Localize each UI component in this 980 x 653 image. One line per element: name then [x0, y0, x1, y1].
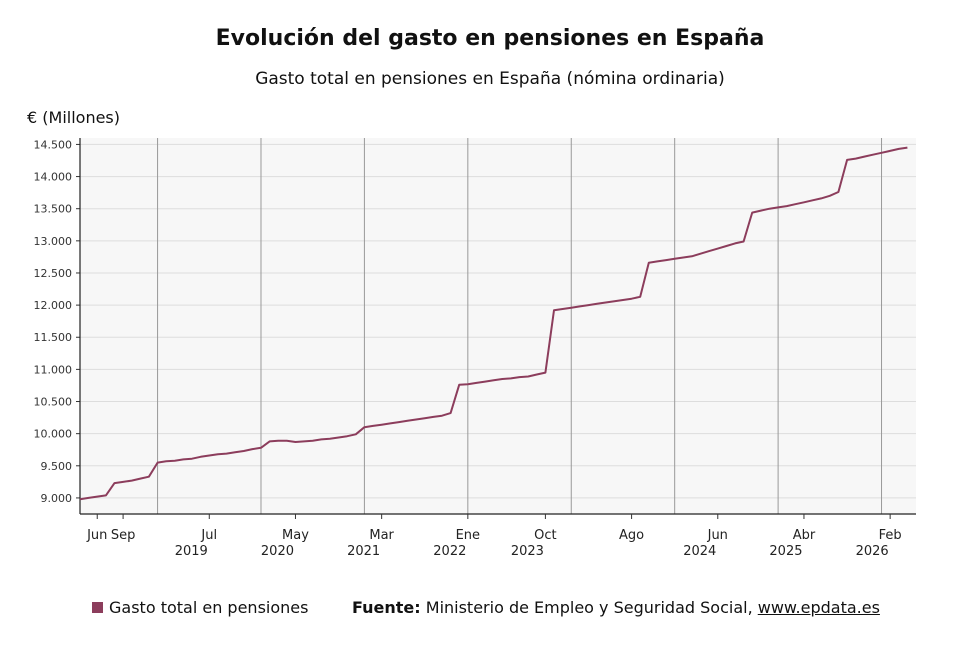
x-year-label: 2026	[856, 544, 889, 559]
y-tick-label: 11.000	[34, 363, 73, 376]
chart-title: Evolución del gasto en pensiones en Espa…	[215, 26, 765, 51]
series-line	[79, 146, 908, 501]
legend-label: Gasto total en pensiones	[109, 598, 309, 617]
line-chart: 9.000 9.500 10.000 10.500 11.000 11.500 12.000…	[34, 138, 916, 559]
x-tick-label: Mar	[369, 528, 394, 543]
y-tick-label: 14.500	[34, 138, 73, 151]
x-tick-label: Feb	[879, 528, 902, 543]
y-tick-label: 12.500	[34, 267, 73, 280]
x-tick-label: Ago	[619, 528, 644, 543]
source-link[interactable]: www.epdata.es	[757, 598, 880, 617]
y-tick-label: 10.000	[34, 428, 73, 441]
x-year-label: 2022	[433, 544, 466, 559]
y-tick-label: 13.500	[34, 203, 73, 216]
x-tick-label: Jul	[200, 528, 217, 543]
y-tick-label: 13.000	[34, 235, 73, 248]
source-text: Ministerio de Empleo y Seguridad Social,	[420, 598, 758, 617]
plot-area	[80, 138, 916, 514]
x-tick-label: Sep	[111, 528, 136, 543]
x-tick-label: Jun	[86, 528, 107, 543]
y-tick-label: 10.500	[34, 396, 73, 409]
x-year-label: 2020	[261, 544, 294, 559]
legend: Gasto total en pensiones	[92, 598, 308, 617]
x-year-label: 2025	[769, 544, 802, 559]
chart-subtitle: Gasto total en pensiones en España (nómi…	[255, 69, 725, 89]
y-tick-label: 9.500	[41, 460, 73, 473]
y-tick-label: 11.500	[34, 331, 73, 344]
x-tick-label: Jun	[707, 528, 728, 543]
x-year-label: 2023	[511, 544, 544, 559]
legend-swatch	[92, 602, 103, 613]
y-axis-label: € (Millones)	[27, 108, 120, 127]
x-tick-label: Ene	[456, 528, 480, 543]
x-year-label: 2021	[347, 544, 380, 559]
x-tick-label: Abr	[793, 528, 816, 543]
y-tick-label: 14.000	[34, 171, 73, 184]
y-tick-label: 9.000	[41, 492, 73, 505]
x-tick-label: May	[282, 528, 309, 543]
source-label: Fuente:	[352, 598, 421, 617]
y-tick-label: 12.000	[34, 299, 73, 312]
x-year-label: 2019	[175, 544, 208, 559]
x-tick-label: Oct	[534, 528, 556, 543]
source-note: Fuente: Ministerio de Empleo y Seguridad…	[352, 598, 880, 617]
x-year-label: 2024	[683, 544, 716, 559]
